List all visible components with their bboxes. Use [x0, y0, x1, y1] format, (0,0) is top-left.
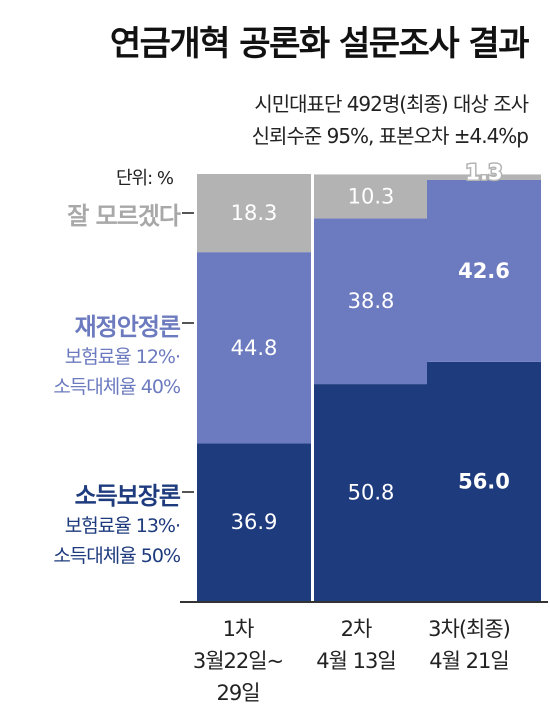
legend-fiscal-title: 재정안정론: [74, 313, 181, 341]
bar-label-2-3: 10.3: [348, 184, 395, 208]
x-label-round-3-name: 3차(최종): [428, 617, 511, 641]
bar-label-1-2: 44.8: [231, 336, 278, 360]
legend-fiscal-desc-1: 보험료율 12%·: [64, 346, 181, 368]
bar-segment-3-1: [427, 361, 541, 601]
subtitle-line-1: 시민대표단 492명(최종) 대상 조사: [254, 92, 529, 116]
bar-segment-2-1: [314, 384, 428, 601]
legend-dont-know-tick: [182, 212, 194, 214]
bar-label-3-3: 1.3: [465, 160, 502, 184]
bar-label-2-1: 50.8: [348, 481, 395, 505]
x-label-round-1-name: 1차: [222, 617, 255, 641]
x-label-round-2-date: 4월 13일: [316, 649, 396, 673]
legend-fiscal-tick: [182, 322, 194, 324]
legend-income-desc-1: 보험료율 13%·: [64, 515, 181, 537]
bar-segment-3-3: [427, 174, 541, 180]
bar-label-1-1: 36.9: [231, 510, 278, 534]
bar-label-2-2: 38.8: [348, 289, 395, 313]
legend-fiscal: 재정안정론 보험료율 12%· 소득대체율 40%: [53, 307, 181, 402]
legend-dont-know-title: 잘 모르겠다: [67, 202, 181, 230]
legend-fiscal-desc-2: 소득대체율 40%: [53, 376, 181, 398]
legend-income: 소득보장론 보험료율 13%· 소득대체율 50%: [53, 476, 181, 571]
x-label-round-3: 3차(최종) 4월 21일: [399, 613, 539, 677]
bar-segment-1-2: [197, 252, 311, 444]
x-label-round-1-date: 3월22일~: [192, 649, 284, 673]
bar-segment-2-2: [314, 218, 428, 385]
bar-segment-1-3: [197, 174, 311, 253]
x-label-round-1-date-2: 29일: [216, 681, 260, 705]
page-title: 연금개혁 공론화 설문조사 결과: [109, 24, 530, 64]
bar-segment-1-1: [197, 443, 311, 601]
legend-dont-know: 잘 모르겠다: [67, 196, 181, 231]
bar-label-3-2: 42.6: [458, 259, 510, 283]
bar-label-3-1: 56.0: [458, 469, 510, 493]
x-label-round-1: 1차 3월22일~ 29일: [168, 613, 308, 709]
subtitle-line-2: 신뢰수준 95%, 표본오차 ±4.4%p: [251, 124, 529, 148]
x-label-round-2-name: 2차: [340, 617, 373, 641]
legend-income-desc-2: 소득대체율 50%: [53, 545, 181, 567]
unit-label: 단위: %: [116, 168, 174, 189]
x-label-round-3-date: 4월 21일: [429, 649, 509, 673]
bar-segment-3-2: [427, 179, 541, 362]
legend-income-title: 소득보장론: [74, 482, 181, 510]
bar-label-1-3: 18.3: [231, 201, 278, 225]
bar-segment-2-3: [314, 174, 428, 219]
legend-income-tick: [182, 491, 194, 493]
x-label-round-2: 2차 4월 13일: [286, 613, 426, 677]
